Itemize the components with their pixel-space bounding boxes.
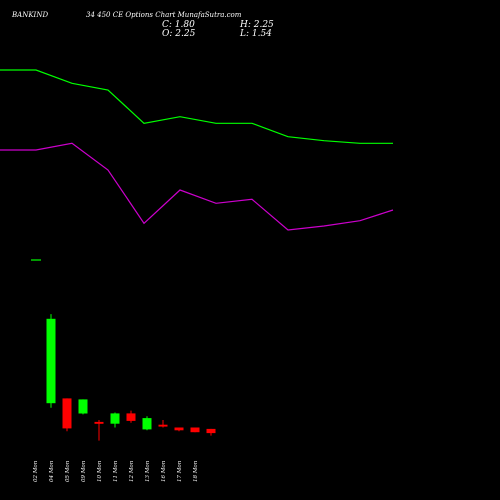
candle-body xyxy=(158,424,168,427)
x-tick-label: 10 Mon xyxy=(97,460,103,482)
indicator-bands xyxy=(0,69,394,231)
x-tick-label: 13 Mon xyxy=(145,460,151,482)
chart-symbol: BANKIND xyxy=(12,11,49,19)
candle-body xyxy=(206,428,216,434)
candle xyxy=(126,410,136,423)
high-value: H: 2.25 xyxy=(240,20,274,30)
candle xyxy=(110,412,120,428)
x-tick-label: 05 Mon xyxy=(65,460,71,482)
candle xyxy=(174,427,184,432)
x-tick-label: 12 Mon xyxy=(129,460,135,482)
x-tick-label: 11 Mon xyxy=(113,460,119,482)
x-tick-label: 09 Mon xyxy=(81,460,87,482)
candle-body xyxy=(110,413,120,424)
candle-body xyxy=(94,421,104,424)
x-tick-label: 17 Mon xyxy=(177,460,183,482)
candle-body xyxy=(190,427,200,433)
chart-title: 34 450 CE Options Chart MunafaSutra.com xyxy=(86,11,242,19)
close-value: C: 1.80 xyxy=(162,20,195,30)
upper-band-line xyxy=(0,69,393,144)
candle xyxy=(62,398,72,432)
low-value: L: 1.54 xyxy=(240,29,272,39)
candle xyxy=(142,416,152,431)
candle-body xyxy=(78,399,88,414)
lower-band-line xyxy=(0,142,394,231)
candle xyxy=(46,314,56,408)
candle xyxy=(78,399,88,415)
x-axis-ticks: 02 Mon 04 Mon 05 Mon 09 Mon 10 Mon 11 Mon 12 M… xyxy=(33,460,199,482)
candle-body xyxy=(174,427,184,431)
x-tick-label: 04 Mon xyxy=(49,460,55,482)
x-tick-label: 02 Mon xyxy=(33,460,39,482)
candle-body xyxy=(62,398,72,429)
candle xyxy=(206,428,216,436)
candle xyxy=(94,420,104,441)
x-tick-label: 16 Mon xyxy=(161,460,167,482)
open-value: O: 2.25 xyxy=(162,29,196,39)
candle-body xyxy=(126,413,136,421)
candlesticks xyxy=(46,314,216,441)
x-tick-label: 18 Mon xyxy=(193,460,199,482)
candle xyxy=(190,427,200,433)
candle xyxy=(158,420,168,428)
candle-body xyxy=(46,318,56,404)
candle-body xyxy=(142,418,152,430)
